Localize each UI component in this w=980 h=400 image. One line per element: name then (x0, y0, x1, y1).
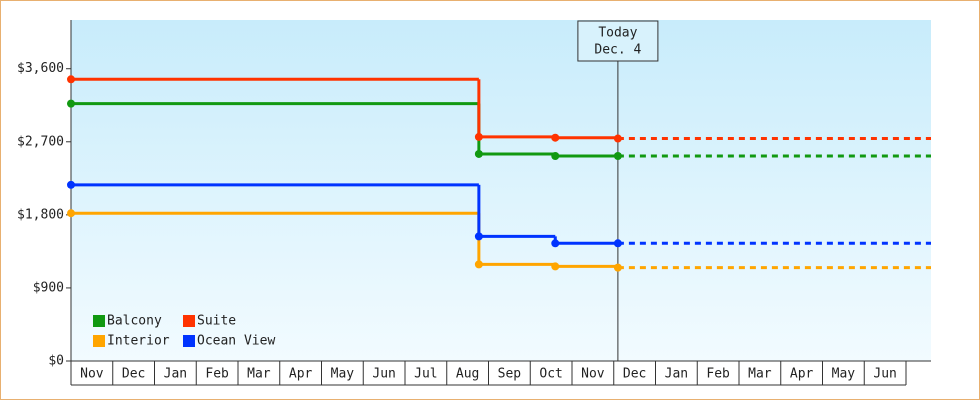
x-tick-label: Jun (873, 367, 896, 382)
x-tick-label: May (832, 367, 856, 382)
y-tick-label: $900 (33, 280, 64, 295)
y-tick-label: $1,800 (17, 207, 64, 222)
x-tick-label: Dec (122, 367, 145, 382)
x-tick-label: Aug (456, 367, 479, 382)
today-box (577, 20, 659, 62)
legend-swatch (183, 315, 195, 327)
data-point (613, 263, 622, 272)
x-tick-label: Oct (539, 367, 562, 382)
data-point (67, 209, 75, 218)
x-tick-label: Jul (414, 367, 437, 382)
data-point (67, 75, 75, 84)
x-tick-label: Jan (164, 367, 187, 382)
data-point (551, 151, 560, 160)
data-point (474, 232, 483, 241)
x-tick-label: Jun (372, 367, 395, 382)
x-tick-label: Apr (790, 367, 814, 382)
legend-label: Balcony (107, 314, 162, 329)
data-point (613, 239, 622, 248)
data-point (474, 260, 483, 269)
x-tick-label: Mar (748, 367, 772, 382)
x-tick-label: Feb (706, 367, 730, 382)
x-tick-label: Nov (581, 367, 605, 382)
today-date: Dec. 4 (594, 43, 641, 58)
y-tick-label: $0 (48, 354, 64, 369)
legend-swatch (183, 335, 195, 347)
x-tick-label: Sep (498, 367, 522, 382)
x-tick-label: Mar (247, 367, 271, 382)
legend-swatch (93, 335, 105, 347)
legend-swatch (93, 315, 105, 327)
x-tick-label: Feb (205, 367, 229, 382)
x-tick-label: Jan (665, 367, 688, 382)
x-tick-label: Apr (289, 367, 313, 382)
data-point (551, 133, 560, 142)
plot-area (71, 20, 931, 361)
y-tick-label: $2,700 (17, 134, 64, 149)
data-point (67, 99, 75, 108)
data-point (551, 239, 560, 248)
data-point (67, 180, 75, 189)
data-point (613, 134, 622, 143)
y-tick-label: $3,600 (17, 61, 64, 76)
legend-label: Ocean View (197, 334, 275, 349)
today-label: Today (598, 26, 637, 41)
x-tick-label: Nov (80, 367, 104, 382)
data-point (551, 262, 560, 271)
x-tick-label: Dec (623, 367, 646, 382)
data-point (613, 151, 622, 160)
x-tick-label: May (331, 367, 355, 382)
legend-label: Suite (197, 314, 236, 329)
data-point (474, 132, 483, 141)
data-point (474, 149, 483, 158)
legend-label: Interior (107, 334, 170, 349)
